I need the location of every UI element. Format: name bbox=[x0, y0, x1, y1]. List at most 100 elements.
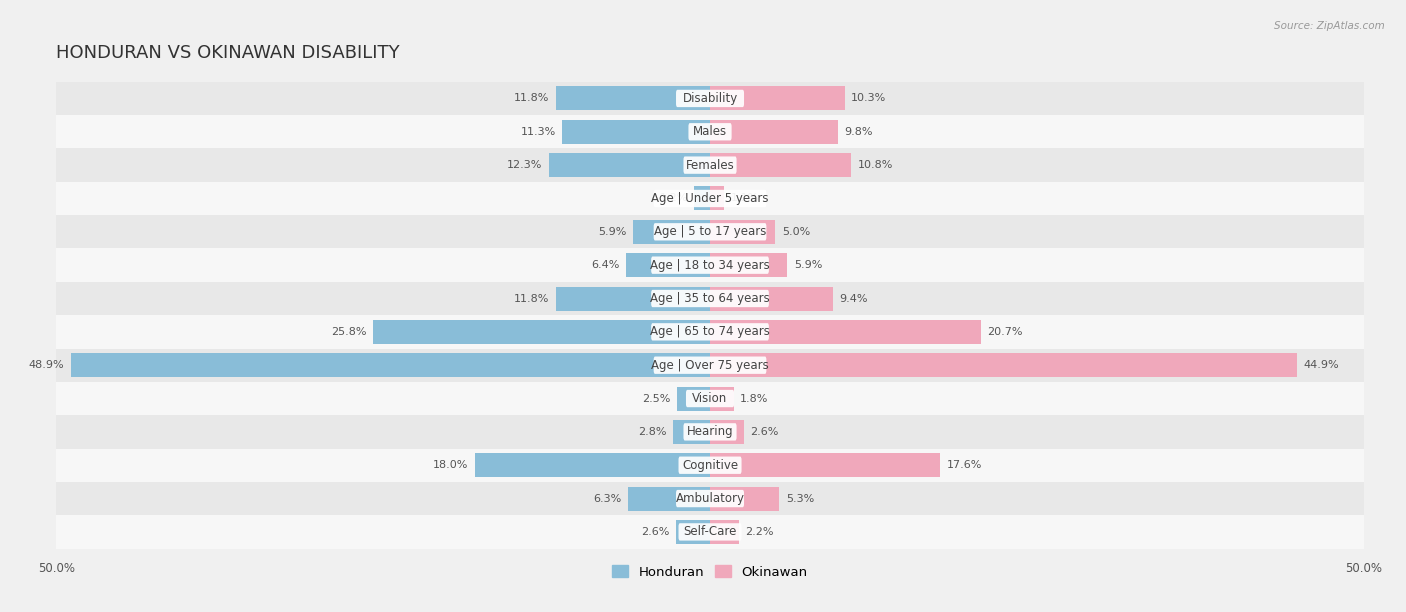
Bar bbox=[562, 120, 710, 144]
Bar bbox=[56, 282, 1364, 315]
Text: 11.8%: 11.8% bbox=[513, 294, 550, 304]
Text: Age | 35 to 64 years: Age | 35 to 64 years bbox=[650, 292, 770, 305]
Text: 5.9%: 5.9% bbox=[598, 227, 626, 237]
Text: 44.9%: 44.9% bbox=[1303, 360, 1340, 370]
Bar bbox=[56, 215, 1364, 248]
FancyBboxPatch shape bbox=[676, 90, 744, 107]
Text: 10.8%: 10.8% bbox=[858, 160, 893, 170]
Bar bbox=[710, 420, 744, 444]
Text: 6.4%: 6.4% bbox=[592, 260, 620, 270]
Bar bbox=[710, 353, 1298, 377]
Bar bbox=[56, 82, 1364, 115]
Text: 12.3%: 12.3% bbox=[508, 160, 543, 170]
Text: Age | Over 75 years: Age | Over 75 years bbox=[651, 359, 769, 371]
Text: 11.8%: 11.8% bbox=[513, 94, 550, 103]
Text: Hearing: Hearing bbox=[686, 425, 734, 438]
Bar bbox=[676, 520, 710, 544]
Bar bbox=[710, 487, 779, 510]
Text: Ambulatory: Ambulatory bbox=[675, 492, 745, 505]
Text: 10.3%: 10.3% bbox=[851, 94, 887, 103]
Bar bbox=[678, 387, 710, 411]
Text: Females: Females bbox=[686, 159, 734, 171]
Bar bbox=[710, 453, 941, 477]
Text: 9.8%: 9.8% bbox=[845, 127, 873, 137]
FancyBboxPatch shape bbox=[654, 223, 766, 241]
Bar bbox=[626, 253, 710, 277]
Text: Disability: Disability bbox=[682, 92, 738, 105]
Bar bbox=[710, 120, 838, 144]
FancyBboxPatch shape bbox=[689, 123, 731, 141]
Text: Age | Under 5 years: Age | Under 5 years bbox=[651, 192, 769, 205]
Bar bbox=[56, 182, 1364, 215]
Bar bbox=[710, 153, 851, 177]
Text: 18.0%: 18.0% bbox=[433, 460, 468, 470]
Text: 2.8%: 2.8% bbox=[638, 427, 666, 437]
Text: Age | 18 to 34 years: Age | 18 to 34 years bbox=[650, 259, 770, 272]
Bar bbox=[633, 220, 710, 244]
FancyBboxPatch shape bbox=[654, 190, 766, 207]
Text: 25.8%: 25.8% bbox=[330, 327, 366, 337]
Text: 17.6%: 17.6% bbox=[946, 460, 981, 470]
Bar bbox=[710, 520, 738, 544]
Bar bbox=[710, 253, 787, 277]
Bar bbox=[555, 86, 710, 110]
Text: 1.1%: 1.1% bbox=[731, 193, 759, 203]
FancyBboxPatch shape bbox=[651, 290, 769, 307]
Text: Age | 5 to 17 years: Age | 5 to 17 years bbox=[654, 225, 766, 238]
Text: 5.9%: 5.9% bbox=[794, 260, 823, 270]
Text: Vision: Vision bbox=[692, 392, 728, 405]
Bar bbox=[373, 320, 710, 344]
Text: 2.5%: 2.5% bbox=[643, 394, 671, 403]
FancyBboxPatch shape bbox=[679, 523, 741, 540]
Bar bbox=[56, 482, 1364, 515]
Bar bbox=[475, 453, 710, 477]
FancyBboxPatch shape bbox=[683, 157, 737, 174]
FancyBboxPatch shape bbox=[651, 256, 769, 274]
FancyBboxPatch shape bbox=[679, 457, 741, 474]
Text: Cognitive: Cognitive bbox=[682, 459, 738, 472]
Bar bbox=[673, 420, 710, 444]
Bar bbox=[56, 515, 1364, 548]
Text: 2.2%: 2.2% bbox=[745, 527, 773, 537]
Bar bbox=[695, 187, 710, 211]
Bar bbox=[710, 286, 832, 310]
Bar bbox=[550, 153, 710, 177]
Bar bbox=[710, 86, 845, 110]
FancyBboxPatch shape bbox=[651, 323, 769, 340]
Text: 1.8%: 1.8% bbox=[740, 394, 769, 403]
Text: 5.3%: 5.3% bbox=[786, 493, 814, 504]
Bar bbox=[56, 149, 1364, 182]
Legend: Honduran, Okinawan: Honduran, Okinawan bbox=[607, 560, 813, 584]
Text: 2.6%: 2.6% bbox=[751, 427, 779, 437]
Bar bbox=[710, 220, 776, 244]
Text: 11.3%: 11.3% bbox=[520, 127, 555, 137]
Text: 20.7%: 20.7% bbox=[987, 327, 1022, 337]
Text: 2.6%: 2.6% bbox=[641, 527, 669, 537]
Bar bbox=[710, 387, 734, 411]
Bar bbox=[70, 353, 710, 377]
Text: Males: Males bbox=[693, 125, 727, 138]
FancyBboxPatch shape bbox=[686, 390, 734, 407]
Bar bbox=[56, 248, 1364, 282]
Text: 5.0%: 5.0% bbox=[782, 227, 810, 237]
FancyBboxPatch shape bbox=[683, 424, 737, 441]
Bar bbox=[555, 286, 710, 310]
Bar bbox=[710, 320, 981, 344]
Text: 9.4%: 9.4% bbox=[839, 294, 868, 304]
Bar bbox=[56, 315, 1364, 348]
FancyBboxPatch shape bbox=[654, 357, 766, 374]
Text: HONDURAN VS OKINAWAN DISABILITY: HONDURAN VS OKINAWAN DISABILITY bbox=[56, 44, 399, 62]
FancyBboxPatch shape bbox=[676, 490, 744, 507]
Bar bbox=[56, 115, 1364, 149]
Text: 1.2%: 1.2% bbox=[659, 193, 688, 203]
Text: Self-Care: Self-Care bbox=[683, 526, 737, 539]
Text: Source: ZipAtlas.com: Source: ZipAtlas.com bbox=[1274, 21, 1385, 31]
Bar bbox=[56, 382, 1364, 415]
Text: 48.9%: 48.9% bbox=[28, 360, 65, 370]
Bar bbox=[56, 348, 1364, 382]
Text: 6.3%: 6.3% bbox=[593, 493, 621, 504]
Bar bbox=[56, 415, 1364, 449]
Bar bbox=[710, 187, 724, 211]
Bar bbox=[627, 487, 710, 510]
Bar bbox=[56, 449, 1364, 482]
